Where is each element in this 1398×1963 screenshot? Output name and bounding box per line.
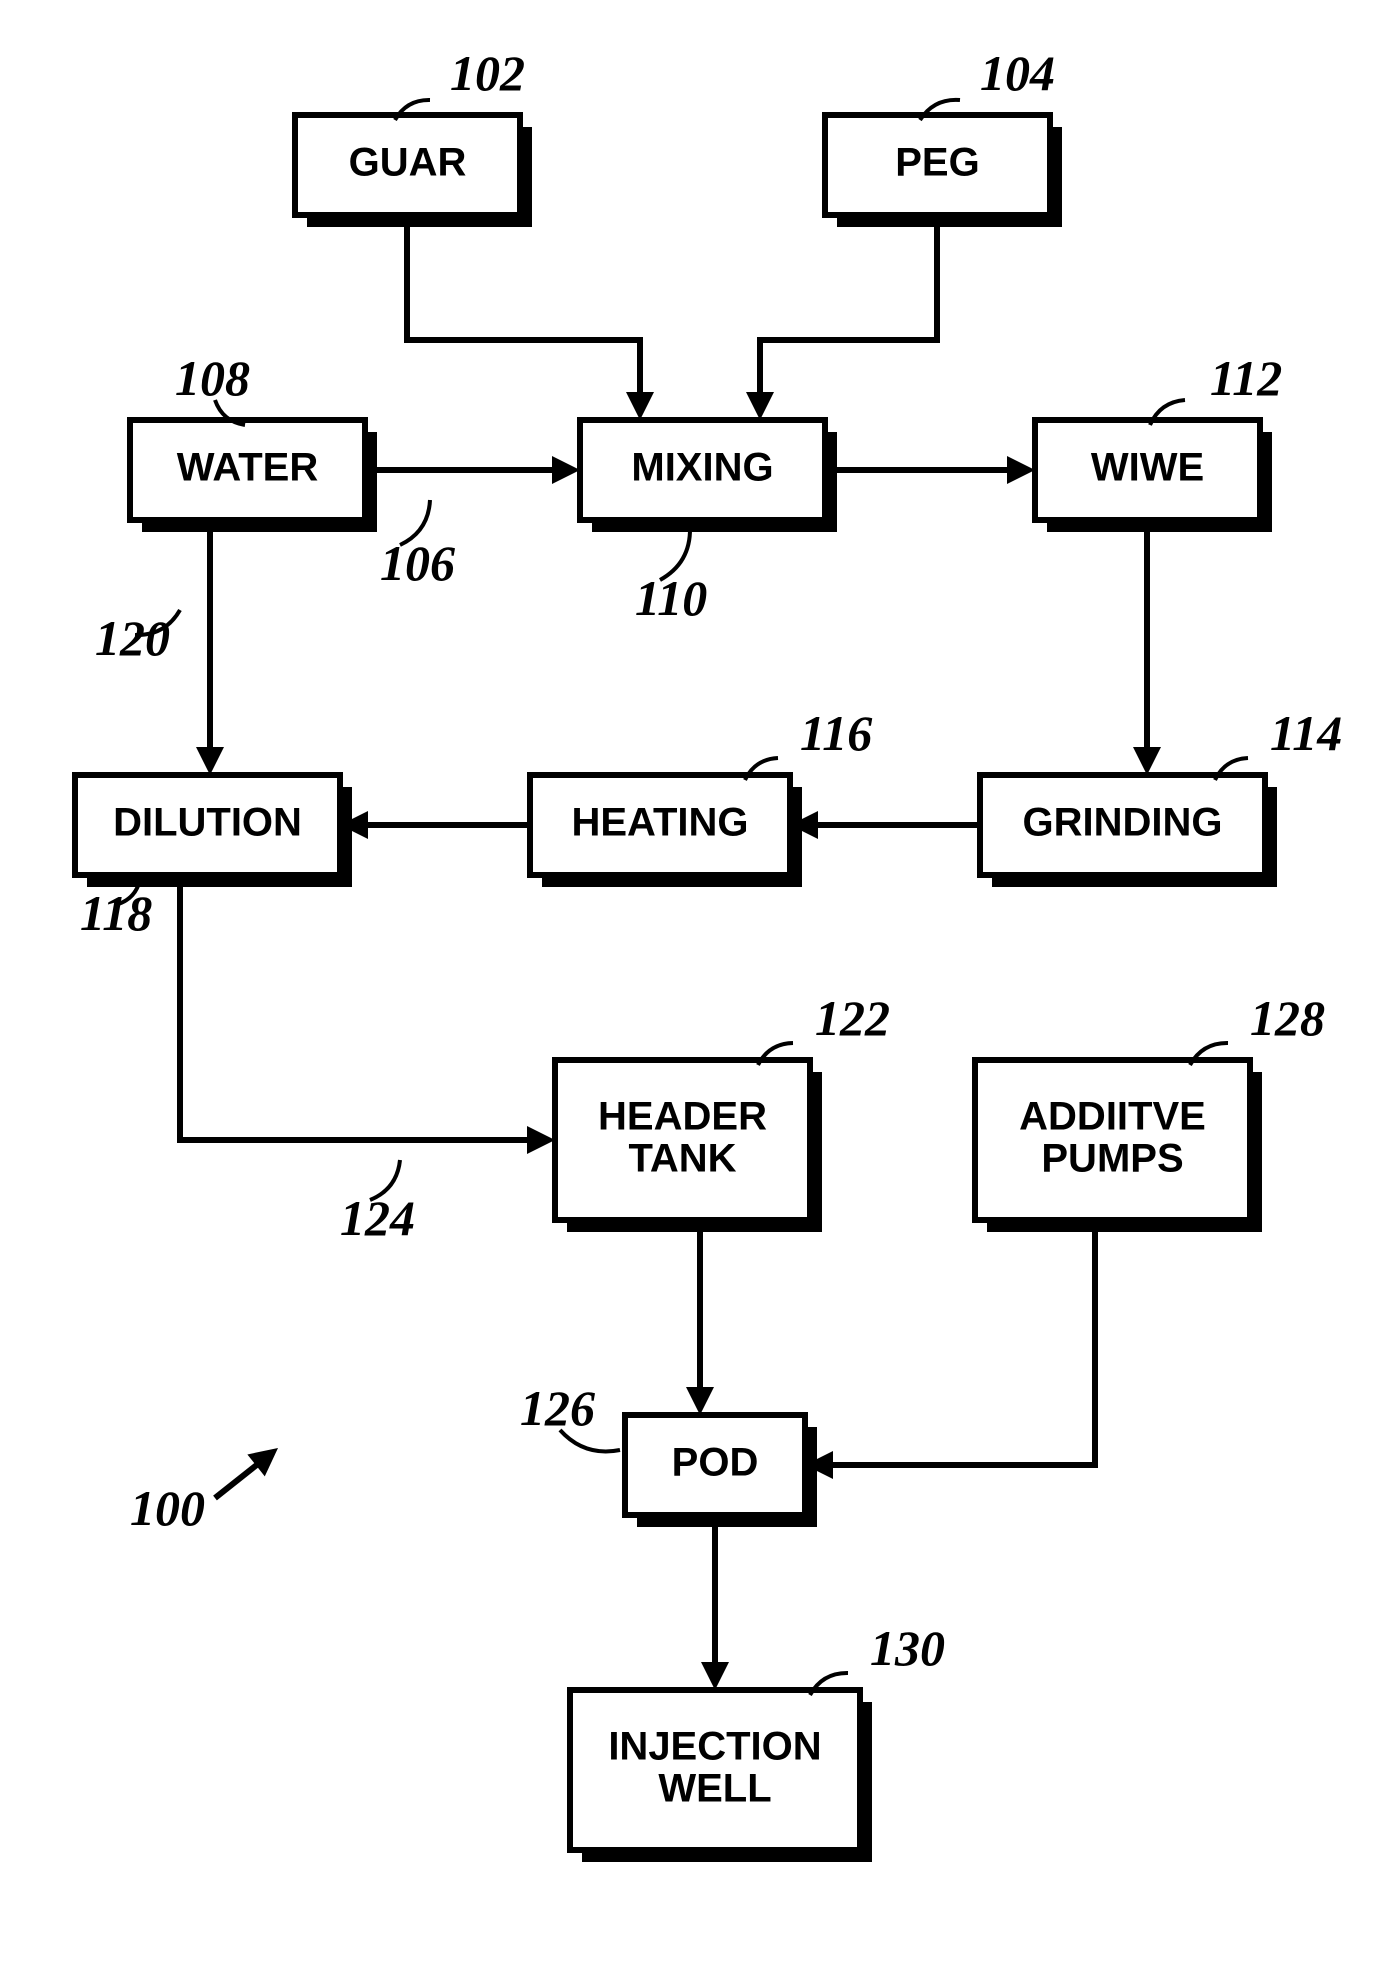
- ref-injection: 130: [870, 1620, 945, 1676]
- node-grinding: GRINDING: [980, 775, 1277, 887]
- arrowhead-wiwe-grinding: [1133, 747, 1161, 775]
- node-additive-label: PUMPS: [1041, 1137, 1183, 1181]
- node-peg: PEG: [825, 115, 1062, 227]
- ref-dilution: 118: [80, 885, 152, 941]
- node-water: WATER: [130, 420, 377, 532]
- node-water-label: WATER: [177, 446, 319, 490]
- ref-106: 106: [380, 535, 455, 591]
- arrowhead-water-dilution: [196, 747, 224, 775]
- node-dilution: DILUTION: [75, 775, 352, 887]
- ref-wiwe: 112: [1210, 350, 1282, 406]
- arrowhead-header-pod: [686, 1387, 714, 1415]
- node-header-label: HEADER: [598, 1095, 767, 1139]
- node-injection: INJECTIONWELL: [570, 1690, 872, 1862]
- arrowhead-peg-mixing: [746, 392, 774, 420]
- arrowhead-water-mixing: [552, 456, 580, 484]
- edge-peg-mixing: [760, 215, 937, 398]
- node-header-label: TANK: [628, 1137, 736, 1181]
- node-heating-label: HEATING: [571, 801, 748, 845]
- node-pod: POD: [625, 1415, 817, 1527]
- node-additive-label: ADDIITVE: [1019, 1095, 1206, 1139]
- ref-124: 124: [340, 1190, 415, 1246]
- arrowhead-mixing-wiwe: [1007, 456, 1035, 484]
- node-mixing: MIXING: [580, 420, 837, 532]
- arrowhead-pod-injection: [701, 1662, 729, 1690]
- edge-additive-pod: [827, 1220, 1095, 1465]
- node-pod-label: POD: [672, 1441, 759, 1485]
- node-heating: HEATING: [530, 775, 802, 887]
- node-wiwe: WIWE: [1035, 420, 1272, 532]
- node-peg-label: PEG: [895, 141, 979, 185]
- ref-100: 100: [130, 1480, 205, 1536]
- nodes-layer: GUAR PEG WATER MIXING WIWE DILUTION HEATING GRI…: [75, 115, 1277, 1862]
- ref-pod: 126: [520, 1380, 595, 1436]
- arrowhead-guar-mixing: [626, 392, 654, 420]
- node-wiwe-label: WIWE: [1091, 446, 1204, 490]
- node-guar-label: GUAR: [349, 141, 467, 185]
- node-injection-label: INJECTION: [608, 1725, 821, 1769]
- ref-mixing: 110: [635, 570, 707, 626]
- node-injection-label: WELL: [658, 1767, 771, 1811]
- ref-120: 120: [95, 610, 170, 666]
- ref-header: 122: [815, 990, 890, 1046]
- node-additive: ADDIITVEPUMPS: [975, 1060, 1262, 1232]
- ref-additive: 128: [1250, 990, 1325, 1046]
- node-header: HEADERTANK: [555, 1060, 822, 1232]
- ref-guar: 102: [450, 45, 525, 101]
- arrowhead-dilution-header: [527, 1126, 555, 1154]
- node-dilution-label: DILUTION: [113, 801, 302, 845]
- ref-heating: 116: [800, 705, 872, 761]
- ref-grinding: 114: [1270, 705, 1342, 761]
- ref-water: 108: [175, 350, 250, 406]
- ref-peg: 104: [980, 45, 1055, 101]
- node-mixing-label: MIXING: [631, 446, 773, 490]
- node-grinding-label: GRINDING: [1023, 801, 1223, 845]
- edge-dilution-header: [180, 875, 533, 1140]
- edge-guar-mixing: [407, 215, 640, 398]
- node-guar: GUAR: [295, 115, 532, 227]
